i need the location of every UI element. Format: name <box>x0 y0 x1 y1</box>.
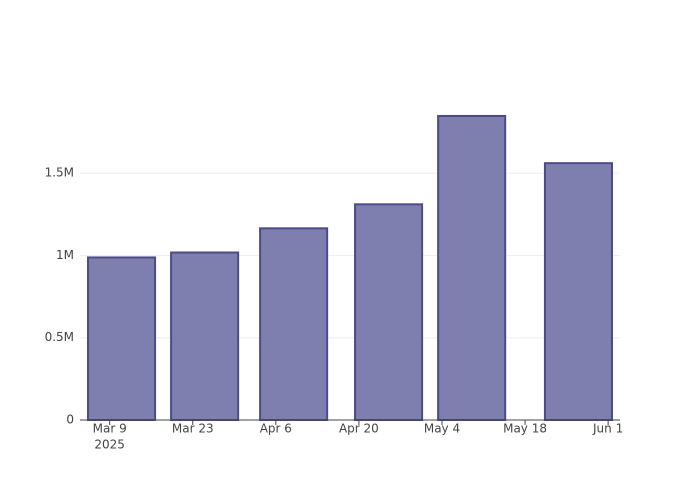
x-tick-label: Apr 20 <box>339 422 379 436</box>
bar <box>354 203 424 421</box>
bar <box>543 162 613 422</box>
bar <box>87 256 157 421</box>
x-tick-label: Mar 23 <box>172 422 214 436</box>
x-tick-label: May 4 <box>424 422 460 436</box>
bar <box>437 114 507 422</box>
bar <box>259 227 329 421</box>
y-tick-label: 0.5M <box>45 330 74 344</box>
bar <box>170 251 240 421</box>
x-tick-label: Apr 6 <box>260 422 292 436</box>
x-tick-label: Mar 9 <box>93 422 127 436</box>
y-tick-label: 0 <box>66 413 74 427</box>
y-tick-label: 1M <box>56 248 74 262</box>
y-tick-label: 1.5M <box>45 166 74 180</box>
x-year-label: 2025 <box>94 438 125 452</box>
x-tick-label: Jun 1 <box>592 422 623 436</box>
x-tick-label: May 18 <box>503 422 547 436</box>
